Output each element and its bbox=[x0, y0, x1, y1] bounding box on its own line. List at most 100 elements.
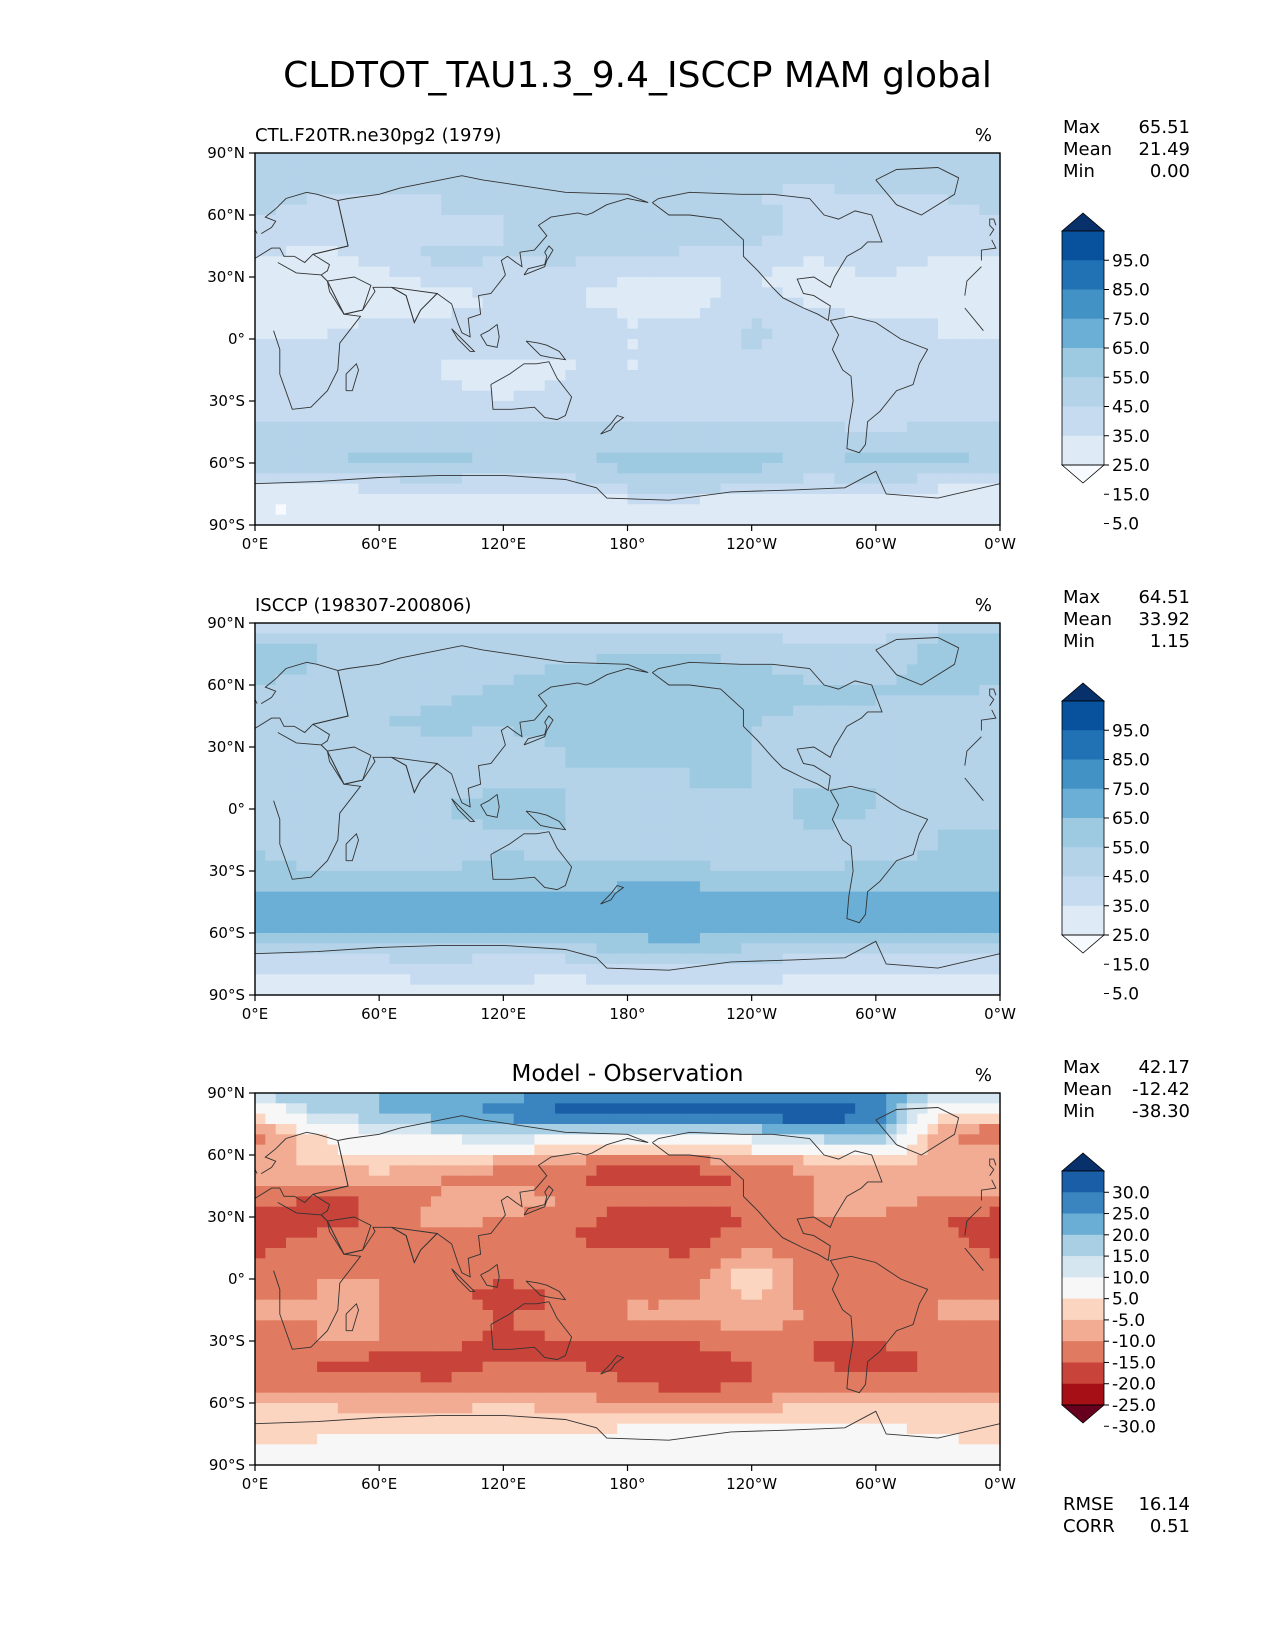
heatmap-cell bbox=[399, 829, 411, 841]
heatmap-cell bbox=[668, 871, 680, 882]
heatmap-cell bbox=[979, 757, 991, 769]
heatmap-cell bbox=[420, 829, 432, 841]
heatmap-cell bbox=[710, 184, 722, 195]
heatmap-cell bbox=[730, 778, 742, 789]
heatmap-cell bbox=[741, 370, 753, 381]
heatmap-cell bbox=[793, 514, 805, 526]
heatmap-cell bbox=[255, 163, 266, 175]
heatmap-cell bbox=[358, 654, 370, 665]
heatmap-cell bbox=[337, 380, 349, 392]
heatmap-cell bbox=[420, 153, 432, 164]
heatmap-cell bbox=[317, 297, 329, 309]
heatmap-cell bbox=[896, 912, 908, 924]
heatmap-cell bbox=[989, 819, 1001, 831]
heatmap-cell bbox=[751, 401, 763, 412]
heatmap-cell bbox=[524, 798, 535, 810]
heatmap-cell bbox=[306, 767, 318, 779]
heatmap-cell bbox=[275, 401, 287, 412]
heatmap-cell bbox=[296, 359, 308, 371]
heatmap-cell bbox=[296, 953, 308, 965]
heatmap-cell bbox=[461, 716, 473, 727]
heatmap-cell bbox=[492, 370, 504, 381]
heatmap-cell bbox=[358, 757, 370, 769]
heatmap-cell bbox=[730, 767, 742, 779]
heatmap-cell bbox=[720, 297, 732, 309]
heatmap-cell bbox=[689, 674, 701, 686]
heatmap-cell bbox=[824, 452, 836, 464]
heatmap-cell bbox=[782, 798, 794, 810]
heatmap-cell bbox=[534, 184, 546, 195]
heatmap-cell bbox=[296, 266, 308, 278]
heatmap-cell bbox=[968, 339, 980, 350]
heatmap-cell bbox=[782, 380, 794, 392]
heatmap-cell bbox=[968, 840, 980, 851]
heatmap-cell bbox=[565, 850, 577, 862]
heatmap-cell bbox=[275, 953, 287, 965]
heatmap-cell bbox=[286, 664, 297, 676]
heatmap-cell bbox=[813, 747, 825, 758]
heatmap-cell bbox=[596, 297, 608, 309]
heatmap-cell bbox=[710, 881, 722, 893]
heatmap-cell bbox=[927, 173, 939, 185]
heatmap-cell bbox=[399, 933, 411, 944]
heatmap-cell bbox=[575, 173, 587, 185]
heatmap-cell bbox=[627, 922, 639, 934]
heatmap-cell bbox=[668, 736, 680, 748]
heatmap-cell bbox=[958, 778, 970, 789]
heatmap-cell bbox=[730, 339, 742, 350]
heatmap-cell bbox=[389, 881, 401, 893]
heatmap-cell bbox=[968, 318, 980, 330]
heatmap-cell bbox=[379, 235, 391, 247]
heatmap-cell bbox=[658, 163, 670, 175]
heatmap-cell bbox=[472, 716, 484, 727]
heatmap-cell bbox=[492, 277, 504, 288]
heatmap-cell bbox=[368, 809, 380, 820]
heatmap-cell bbox=[513, 184, 525, 195]
heatmap-cell bbox=[482, 726, 494, 738]
heatmap-cell bbox=[648, 246, 660, 257]
heatmap-cell bbox=[265, 736, 277, 748]
heatmap-cell bbox=[472, 380, 484, 392]
heatmap-cell bbox=[658, 726, 670, 738]
heatmap-cell bbox=[399, 654, 411, 665]
heatmap-cell bbox=[989, 194, 1001, 206]
heatmap-cell bbox=[441, 902, 453, 913]
heatmap-cell bbox=[834, 246, 846, 257]
heatmap-cell bbox=[886, 339, 898, 350]
heatmap-cell bbox=[461, 153, 473, 164]
heatmap-cell bbox=[741, 349, 753, 361]
heatmap-cell bbox=[337, 933, 349, 944]
heatmap-cell bbox=[689, 757, 701, 769]
heatmap-cell bbox=[317, 922, 329, 934]
heatmap-cell bbox=[389, 726, 401, 738]
heatmap-cell bbox=[513, 840, 525, 851]
heatmap-cell bbox=[658, 798, 670, 810]
heatmap-cell bbox=[689, 339, 701, 350]
heatmap-cell bbox=[275, 215, 287, 226]
heatmap-cell bbox=[399, 432, 411, 443]
heatmap-cell bbox=[844, 256, 856, 268]
heatmap-cell bbox=[327, 401, 339, 412]
heatmap-cell bbox=[637, 163, 649, 175]
heatmap-cell bbox=[968, 798, 980, 810]
heatmap-cell bbox=[699, 695, 711, 707]
heatmap-cell bbox=[958, 339, 970, 350]
heatmap-cell bbox=[668, 798, 680, 810]
heatmap-cell bbox=[668, 153, 680, 164]
heatmap-cell bbox=[658, 256, 670, 268]
heatmap-cell bbox=[596, 163, 608, 175]
heatmap-cell bbox=[948, 287, 960, 299]
heatmap-cell bbox=[586, 767, 598, 779]
heatmap-cell bbox=[472, 235, 484, 247]
heatmap-cell bbox=[399, 809, 411, 820]
heatmap-cell bbox=[410, 463, 422, 474]
heatmap-cell bbox=[917, 328, 929, 340]
heatmap-cell bbox=[658, 297, 670, 309]
heatmap-cell bbox=[886, 623, 898, 634]
heatmap-cell bbox=[461, 685, 473, 696]
heatmap-cell bbox=[720, 225, 732, 237]
heatmap-cell bbox=[586, 860, 598, 872]
heatmap-cell bbox=[617, 287, 629, 299]
heatmap-cell bbox=[917, 277, 929, 288]
heatmap-cell bbox=[317, 411, 329, 423]
